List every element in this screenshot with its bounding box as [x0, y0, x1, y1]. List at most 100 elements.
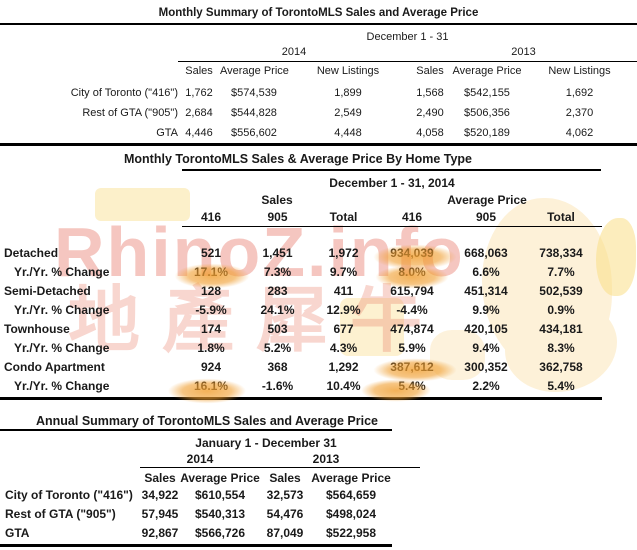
data-cell: 128 [200, 284, 222, 298]
column-header: New Listings [316, 65, 380, 77]
data-cell: 387,612 [390, 360, 434, 374]
table-row: Townhouse 174 503 677 474,874 420,105 434,181 [0, 320, 637, 339]
data-cell: $610,554 [194, 488, 246, 502]
data-cell: 12.9% [326, 303, 361, 317]
table-row: Yr./Yr. % Change -5.9% 24.1% 12.9% -4.4% 9.9%… [0, 301, 637, 320]
data-cell: 5.9% [398, 341, 426, 355]
data-cell: 8.3% [547, 341, 575, 355]
data-cell: 502,539 [539, 284, 583, 298]
column-header: Average Price [180, 471, 260, 485]
data-cell: 32,573 [266, 488, 304, 502]
data-cell: $506,356 [464, 107, 510, 119]
data-cell: $520,189 [464, 127, 510, 139]
data-cell: 668,063 [464, 246, 508, 260]
table-row: Rest of GTA ("905") 57,945 $540,313 54,476 $… [0, 505, 420, 524]
data-cell: 677 [333, 322, 354, 336]
year-header-row: 2014 2013 [140, 450, 420, 468]
data-cell: $542,155 [464, 87, 510, 99]
year-2013-label: 2013 [511, 46, 536, 58]
data-cell: $498,024 [325, 507, 377, 521]
data-cell: 9.7% [329, 265, 358, 279]
data-cell: 1,692 [565, 87, 594, 99]
period-label: January 1 - December 31 [195, 436, 337, 450]
column-header: Average Price [220, 65, 289, 77]
row-label: Semi-Detached [4, 284, 91, 298]
table-row: GTA 92,867 $566,726 87,049 $522,958 [0, 524, 420, 543]
data-cell: 4,062 [565, 127, 594, 139]
spacer [0, 468, 140, 485]
data-cell: 2,684 [185, 107, 213, 119]
column-header-row: Sales Average Price New Listings Sales A… [0, 62, 637, 79]
data-cell: 5.2% [263, 341, 292, 355]
table-title: Annual Summary of TorontoMLS Sales and A… [36, 414, 378, 428]
row-label: Townhouse [4, 322, 70, 336]
data-cell: 17.1% [193, 265, 229, 279]
data-cell: 1,292 [328, 360, 359, 374]
column-header: 416 [401, 210, 423, 224]
data-cell: 934,039 [390, 246, 434, 260]
year-2014-label: 2014 [186, 452, 214, 466]
row-label: Yr./Yr. % Change [14, 379, 110, 393]
data-cell: 54,476 [266, 507, 304, 521]
data-cell: 4.3% [329, 341, 358, 355]
yellow-patch [95, 188, 190, 221]
header-rule [182, 226, 602, 227]
column-header: Average Price [452, 65, 522, 77]
column-header: 416 [200, 210, 222, 224]
column-header: Sales [144, 471, 176, 485]
column-header: 905 [475, 210, 497, 224]
period-label: December 1 - 31 [366, 31, 449, 43]
data-cell: 174 [200, 322, 222, 336]
table-row: GTA 4,446 $556,602 4,448 4,058 $520,189 4,062 [0, 123, 637, 143]
row-label: Detached [4, 246, 59, 260]
data-cell: 1.8% [197, 341, 225, 355]
year-2013-label: 2013 [312, 452, 340, 466]
rhino-horn-blob [596, 218, 636, 296]
year-2014-label: 2014 [281, 46, 307, 58]
table-row: City of Toronto ("416") 34,922 $610,554 32,… [0, 486, 420, 505]
data-cell: -1.6% [261, 379, 294, 393]
data-cell: 1,451 [262, 246, 293, 260]
column-header-row: 416 905 Total 416 905 Total [0, 208, 637, 226]
sales-group-label: Sales [261, 193, 293, 207]
data-cell: 9.4% [472, 341, 500, 355]
data-cell: 283 [267, 284, 288, 298]
table-row: City of Toronto ("416") 1,762 $574,539 1,89… [0, 83, 637, 103]
column-header: Sales [269, 471, 301, 485]
data-cell: 615,794 [390, 284, 434, 298]
by-home-type-table: Monthly TorontoMLS Sales & Average Price… [0, 152, 637, 400]
annual-summary-table: Annual Summary of TorontoMLS Sales and A… [0, 414, 420, 547]
row-label: GTA [156, 127, 178, 139]
data-cell: 4,446 [185, 127, 213, 139]
table-row: Semi-Detached 128 283 411 615,794 451,314 502,… [0, 282, 637, 301]
table-row: Yr./Yr. % Change 17.1% 7.3% 9.7% 8.0% 6.6% 7.7… [0, 263, 637, 282]
period-label: December 1 - 31, 2014 [329, 176, 455, 190]
data-cell: 0.9% [547, 303, 575, 317]
data-cell: 6.6% [472, 265, 500, 279]
data-cell: 2,490 [416, 107, 444, 119]
column-header-row: Sales Average Price Sales Average Price [0, 468, 420, 485]
row-label: Yr./Yr. % Change [14, 341, 110, 355]
data-cell: 4,448 [334, 127, 362, 139]
data-cell: 92,867 [141, 526, 179, 540]
monthly-summary-table: Monthly Summary of TorontoMLS Sales and … [0, 6, 637, 146]
table-title: Monthly TorontoMLS Sales & Average Price… [124, 152, 472, 166]
column-header: Sales [185, 65, 213, 77]
data-cell: 1,762 [185, 87, 213, 99]
group-header-row: Sales Average Price [182, 190, 637, 208]
column-header: 905 [267, 210, 288, 224]
table-bottom-rule [0, 544, 392, 547]
row-label: Yr./Yr. % Change [14, 265, 110, 279]
column-header: Average Price [311, 471, 391, 485]
data-cell: 362,758 [539, 360, 583, 374]
data-cell: 368 [267, 360, 288, 374]
row-label: Condo Apartment [4, 360, 105, 374]
data-cell: 24.1% [260, 303, 295, 317]
data-cell: 10.4% [326, 379, 361, 393]
data-cell: 34,922 [141, 488, 179, 502]
data-cell: 1,899 [334, 87, 362, 99]
row-label: Yr./Yr. % Change [14, 303, 110, 317]
data-cell: $574,539 [231, 87, 277, 99]
table-row: Condo Apartment 924 368 1,292 387,612 300,352… [0, 358, 637, 377]
